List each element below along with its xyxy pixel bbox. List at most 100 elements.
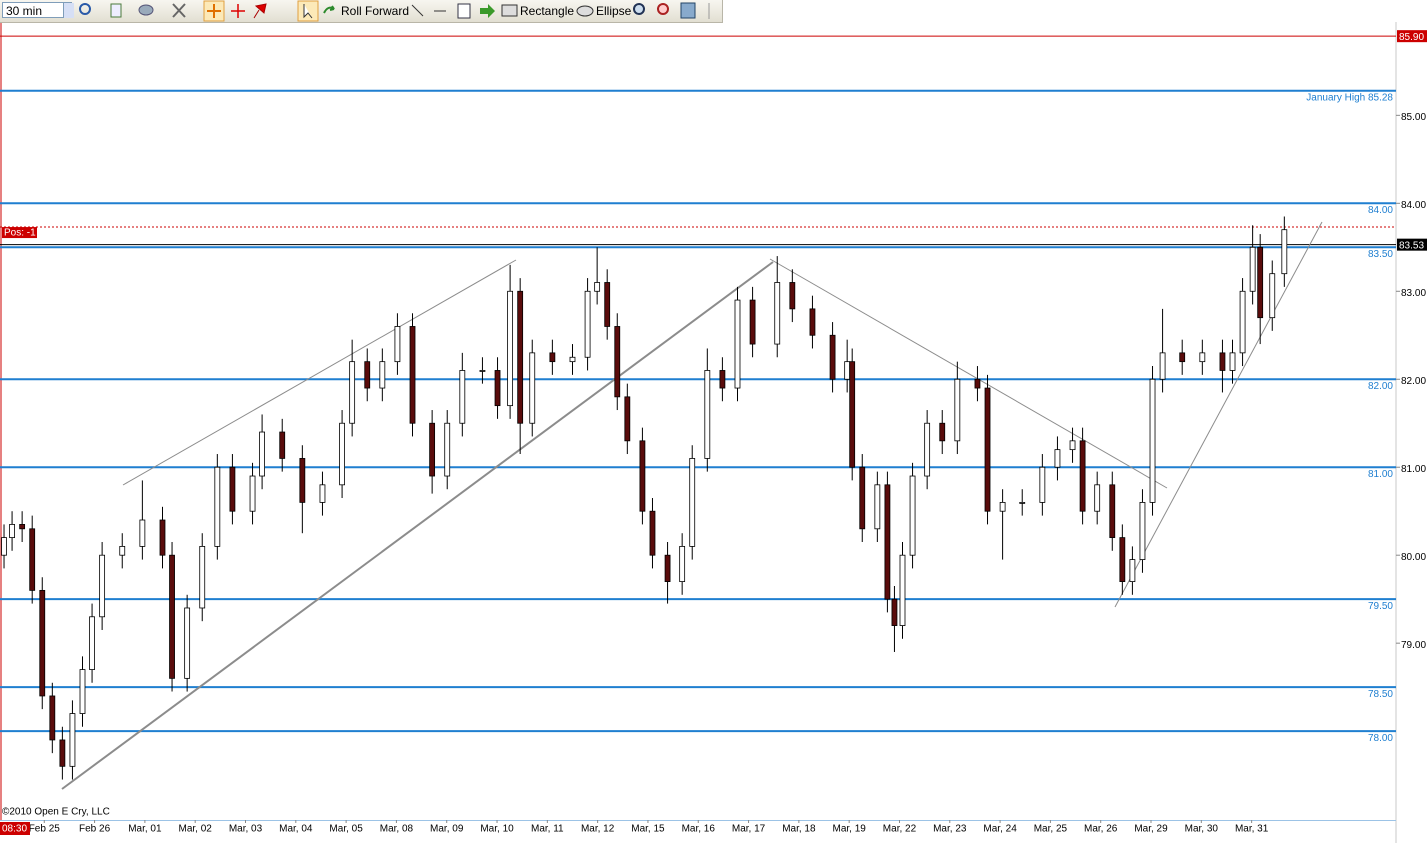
candle-body	[1079, 440, 1086, 512]
candle-body	[859, 466, 866, 530]
position-label: Pos: -1	[4, 228, 36, 239]
candle-body	[479, 370, 486, 372]
x-tick-label: Feb 26	[79, 824, 111, 835]
candle-body	[849, 361, 856, 468]
x-tick-label: Mar, 11	[531, 824, 564, 835]
zoom-icon[interactable]	[79, 3, 91, 15]
ellipse-button[interactable]: Ellipse	[596, 4, 632, 18]
level-label: 78.50	[1368, 689, 1393, 700]
candle-body	[29, 528, 36, 591]
candle-body	[549, 352, 556, 363]
crosshair-icon[interactable]	[207, 4, 221, 18]
candle-body	[379, 361, 386, 389]
candle-body	[719, 370, 726, 389]
line-tool[interactable]	[411, 4, 424, 17]
candle-body	[1257, 246, 1264, 319]
y-tick-label: 79.00	[1401, 640, 1426, 651]
level-label: 81.00	[1368, 469, 1393, 480]
candle-body	[169, 554, 175, 679]
x-tick-label: Mar, 01	[128, 824, 162, 835]
note-tool[interactable]	[457, 3, 471, 19]
zoom-out-icon[interactable]	[657, 3, 669, 15]
candle-body	[1094, 484, 1101, 512]
roll-icon[interactable]	[323, 5, 335, 14]
y-tick-label: 83.00	[1401, 288, 1426, 299]
ellipse-icon[interactable]	[576, 5, 594, 17]
candle-body	[1039, 466, 1046, 503]
candle-body	[364, 361, 371, 389]
x-tick-label: Mar, 24	[983, 824, 1017, 835]
candle-body	[954, 378, 961, 442]
candle-body	[1129, 559, 1136, 582]
pin-icon[interactable]	[253, 3, 267, 19]
roll-forward-button[interactable]: Roll Forward	[341, 4, 410, 18]
candle-body	[749, 299, 756, 345]
candle-body	[594, 282, 601, 292]
x-tick-label: Mar, 03	[229, 824, 263, 835]
zoom-in-icon[interactable]	[633, 3, 645, 15]
copyright: ©2010 Open E Cry, LLC	[2, 807, 110, 818]
x-tick-label: Mar, 31	[1235, 824, 1269, 835]
candle-body	[874, 484, 881, 530]
x-tick-label: Mar, 09	[430, 824, 464, 835]
y-tick-label: 85.00	[1401, 112, 1426, 123]
candle-body	[844, 361, 851, 380]
x-tick-label: Mar, 29	[1134, 824, 1168, 835]
candle-body	[1109, 484, 1116, 539]
cut-icon[interactable]	[172, 3, 186, 18]
candle-body	[1219, 352, 1226, 371]
candle-body	[184, 607, 191, 679]
candle-body	[689, 458, 696, 547]
candle-body	[1229, 352, 1236, 371]
dropdown-arrow[interactable]	[63, 3, 74, 18]
rectangle-button[interactable]: Rectangle	[520, 4, 575, 18]
trendline	[122, 259, 517, 486]
level-label: 78.00	[1368, 733, 1393, 744]
x-tick-label: Mar, 04	[279, 824, 313, 835]
view-icon[interactable]	[138, 4, 154, 16]
candle-body	[1119, 537, 1126, 582]
x-tick-label: Mar, 15	[631, 824, 665, 835]
x-tick-label: Mar, 12	[581, 824, 615, 835]
toolbar-icons	[79, 0, 335, 22]
candle-body	[69, 713, 76, 767]
y-tick-label: 84.00	[1401, 200, 1426, 211]
x-tick-label: Mar, 30	[1185, 824, 1219, 835]
refresh-icon[interactable]	[110, 3, 122, 18]
candle-body	[789, 282, 796, 310]
candle-body	[159, 519, 166, 556]
candle-body	[1069, 440, 1076, 451]
candle-body	[409, 326, 416, 424]
candle-body	[1139, 502, 1146, 560]
level-label: 79.50	[1368, 601, 1393, 612]
x-tick-label: Mar, 22	[883, 824, 917, 835]
rectangle-icon[interactable]	[501, 4, 518, 17]
x-tick-label: Mar, 19	[832, 824, 866, 835]
candle-body	[809, 308, 816, 336]
arrow-icon[interactable]	[303, 4, 313, 19]
print-icon[interactable]	[680, 2, 696, 19]
candle-body	[639, 440, 646, 512]
candle-body	[9, 524, 15, 539]
candle-body	[614, 326, 621, 398]
candle-body	[891, 598, 898, 626]
candle-body	[569, 356, 576, 363]
candle-body	[899, 554, 906, 626]
level-label: 82.00	[1368, 381, 1393, 392]
trendlines	[61, 221, 1323, 790]
cursor-time-tag	[0, 822, 30, 835]
x-tick-label: Mar, 17	[732, 824, 766, 835]
candle-body	[1199, 352, 1206, 363]
toolbar-icons-3	[633, 2, 710, 19]
candle-body	[734, 299, 741, 389]
candle-body	[1239, 290, 1246, 354]
level-label: 83.50	[1368, 249, 1393, 260]
candle-body	[494, 370, 501, 407]
cross-icon[interactable]	[231, 4, 245, 18]
trendline	[769, 258, 1168, 489]
arrow-tool[interactable]	[480, 4, 495, 18]
candle-body	[1249, 246, 1256, 292]
timeframe-select[interactable]: 30 min	[2, 2, 72, 18]
level-label: January High 85.28	[1306, 92, 1393, 103]
